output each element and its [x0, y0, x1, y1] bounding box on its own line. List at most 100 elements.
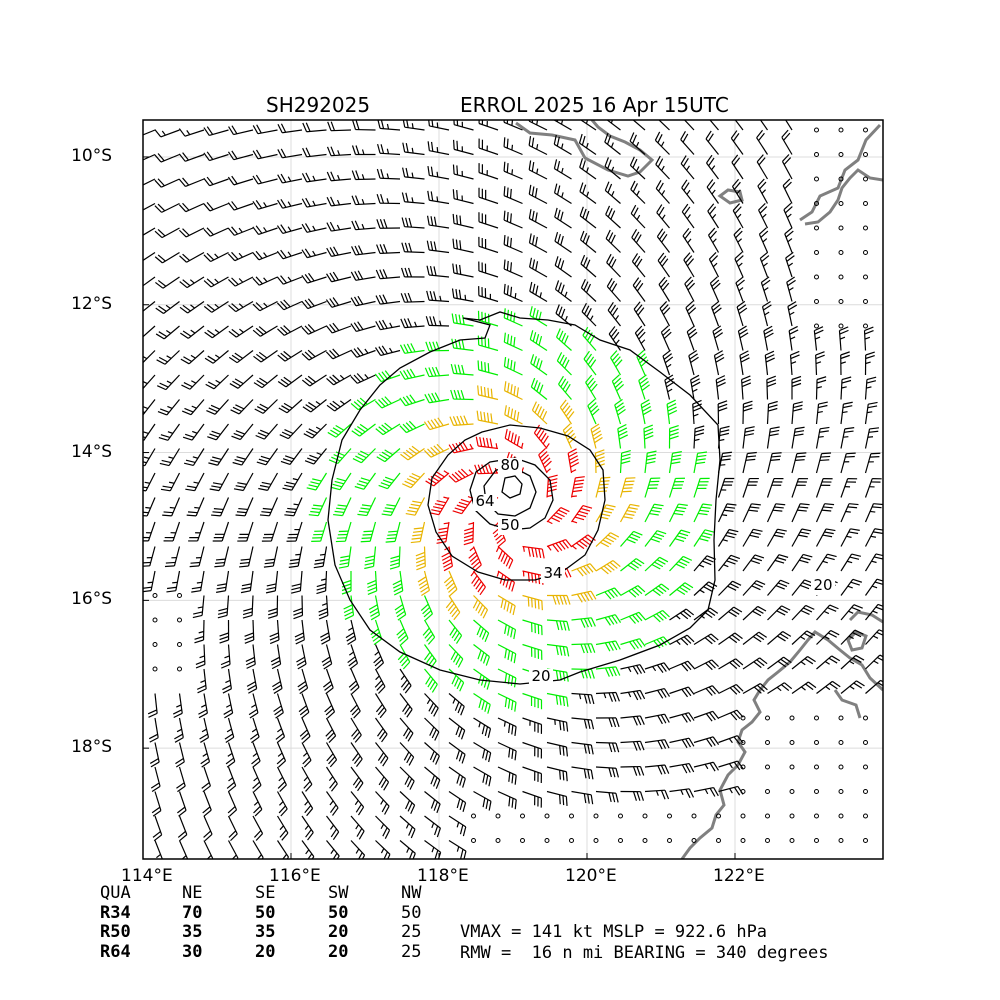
- wind-barb: [203, 276, 229, 288]
- wind-barb: [280, 448, 303, 466]
- wind-barb: [767, 656, 792, 670]
- wind-barb: [791, 553, 813, 572]
- wind-barb: [529, 257, 548, 278]
- wind-barb: [350, 815, 365, 840]
- wind-barb: [554, 231, 572, 253]
- wind-barb: [351, 195, 376, 206]
- wind-barb: [143, 129, 156, 136]
- wind-barb: [556, 352, 572, 376]
- wind-barb: [410, 521, 426, 544]
- calm-point: [789, 789, 795, 794]
- wind-barb: [291, 570, 303, 594]
- wind-barb: [783, 202, 793, 229]
- wind-barb: [323, 668, 334, 695]
- wind-barb: [326, 146, 352, 157]
- wind-barb: [321, 644, 333, 670]
- wind-barb: [195, 644, 206, 669]
- wind-barb: [766, 426, 780, 449]
- wind-barb: [452, 164, 474, 180]
- table-header-cell: NW: [401, 883, 422, 903]
- wind-barb: [473, 619, 490, 643]
- calm-point: [863, 715, 868, 721]
- wind-barb: [579, 182, 597, 204]
- wind-barb: [252, 276, 278, 286]
- wind-barb: [216, 570, 230, 593]
- wind-barb: [301, 766, 313, 792]
- wind-barb: [658, 276, 671, 302]
- wind-barb: [227, 150, 254, 161]
- wind-barb: [209, 472, 230, 492]
- wind-barb: [275, 717, 286, 744]
- wind-barb: [143, 472, 156, 492]
- calm-point: [716, 813, 721, 819]
- wind-barb: [693, 503, 713, 523]
- wind-barb: [448, 766, 466, 788]
- wind-barb: [581, 302, 597, 327]
- wind-barb: [299, 717, 311, 744]
- wind-barb: [693, 425, 705, 449]
- wind-barb: [497, 692, 517, 712]
- wind-barb: [497, 643, 517, 664]
- wind-barb: [742, 683, 768, 695]
- wind-barb: [840, 351, 850, 376]
- wind-barb: [350, 766, 364, 792]
- wind-barb: [595, 666, 621, 677]
- calm-point: [838, 225, 844, 231]
- wind-barb: [840, 503, 859, 523]
- wind-barb: [658, 120, 670, 131]
- wind-barb: [786, 276, 796, 302]
- wind-barb: [815, 503, 835, 523]
- calm-point: [740, 813, 746, 819]
- wind-barb: [571, 643, 596, 654]
- wind-barb: [401, 217, 425, 229]
- wind-barb: [374, 370, 401, 383]
- wind-barb: [644, 503, 664, 523]
- wind-barb: [258, 472, 279, 491]
- wind-barb: [364, 546, 377, 570]
- wind-barb: [680, 131, 695, 155]
- wind-barb: [252, 250, 278, 261]
- wind-barb: [478, 236, 499, 254]
- wind-barb: [265, 570, 279, 594]
- wind-barb: [223, 693, 234, 719]
- wind-barb: [731, 178, 744, 204]
- table-cell: 20: [328, 941, 349, 962]
- calm-point: [863, 838, 868, 843]
- calm-point: [814, 127, 819, 133]
- calm-point: [177, 617, 182, 623]
- wind-barb: [301, 791, 314, 817]
- wind-barb: [452, 189, 474, 205]
- wind-barb: [693, 477, 710, 498]
- wind-barb: [595, 560, 621, 575]
- calm-point: [814, 201, 819, 206]
- wind-barb: [228, 300, 254, 313]
- table-header-cell: SW: [328, 883, 349, 903]
- wind-barb: [713, 350, 725, 376]
- wind-barb: [325, 322, 352, 334]
- wind-barb: [154, 129, 180, 138]
- wind-barb: [595, 640, 621, 652]
- wind-barb: [276, 742, 287, 768]
- calm-point: [691, 813, 697, 819]
- wind-barb: [604, 157, 621, 180]
- wind-barb: [669, 634, 695, 646]
- wind-barb: [571, 790, 594, 805]
- wind-barb: [426, 290, 450, 303]
- wind-barb: [604, 181, 621, 204]
- storm-name-title: ERROL 2025 16 Apr 15UTC: [460, 93, 729, 117]
- wind-barb: [251, 742, 261, 768]
- wind-barb: [669, 686, 695, 698]
- calm-point: [667, 838, 672, 843]
- wind-barb: [631, 228, 646, 253]
- wind-barb: [791, 579, 814, 596]
- calm-point: [814, 152, 819, 157]
- wind-barb: [333, 497, 352, 517]
- wind-barb: [448, 839, 467, 859]
- contour-label: 20: [531, 667, 550, 685]
- wind-barb: [554, 207, 572, 229]
- wind-barb: [267, 595, 279, 619]
- wind-barb: [718, 735, 744, 745]
- wind-barb: [789, 350, 800, 376]
- wind-barb: [189, 546, 205, 568]
- wind-barb: [239, 546, 254, 568]
